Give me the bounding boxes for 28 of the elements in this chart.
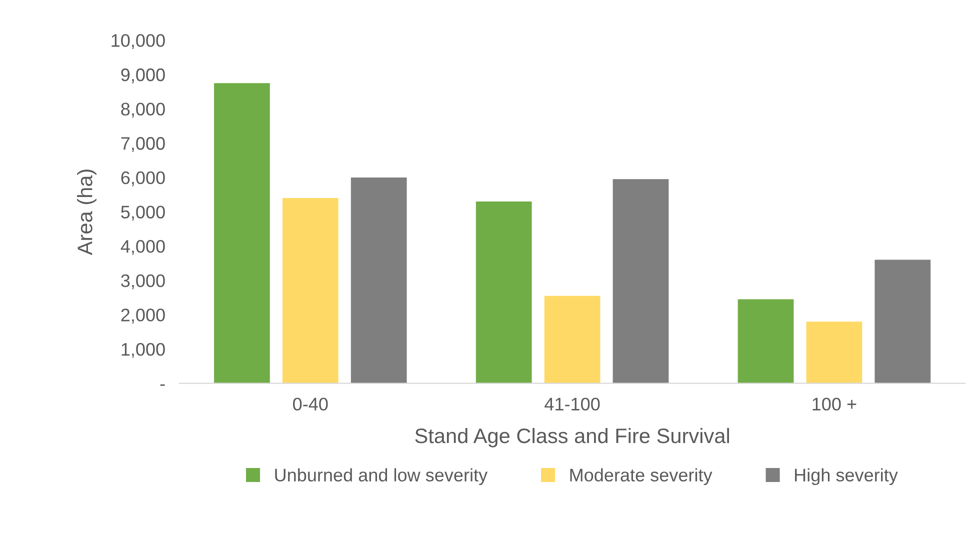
y-tick-label: 3,000 bbox=[121, 274, 165, 290]
bar bbox=[282, 198, 338, 384]
y-tick-label: 7,000 bbox=[121, 137, 165, 152]
bar bbox=[476, 201, 532, 384]
bar bbox=[874, 260, 931, 384]
y-axis-title: Area (ha) bbox=[77, 170, 96, 256]
y-tick-label: 8,000 bbox=[121, 102, 165, 118]
x-tick-label: 100 + bbox=[812, 398, 856, 410]
x-tick-label: 41-100 bbox=[544, 398, 600, 410]
y-tick-label: 1,000 bbox=[122, 342, 165, 358]
legend-label: Unburned and low severity bbox=[275, 468, 488, 486]
bar bbox=[806, 322, 862, 384]
legend-label: High severity bbox=[795, 468, 898, 486]
bar bbox=[350, 177, 407, 384]
y-tick-label: 10,000 bbox=[112, 34, 165, 50]
y-tick-label: 6,000 bbox=[121, 171, 165, 186]
bar bbox=[738, 299, 794, 384]
x-tick-label: 0-40 bbox=[293, 398, 328, 410]
y-tick-label: 2,000 bbox=[121, 308, 165, 324]
y-tick-label: 5,000 bbox=[121, 206, 165, 221]
bar bbox=[612, 179, 669, 384]
x-axis-title: Stand Age Class and Fire Survival bbox=[415, 428, 729, 448]
y-tick-label: - bbox=[160, 384, 165, 386]
y-tick-label: 9,000 bbox=[121, 68, 165, 84]
legend-label: Moderate severity bbox=[570, 468, 712, 486]
bar bbox=[214, 83, 270, 384]
y-tick-label: 4,000 bbox=[120, 240, 165, 255]
bar bbox=[544, 296, 600, 384]
